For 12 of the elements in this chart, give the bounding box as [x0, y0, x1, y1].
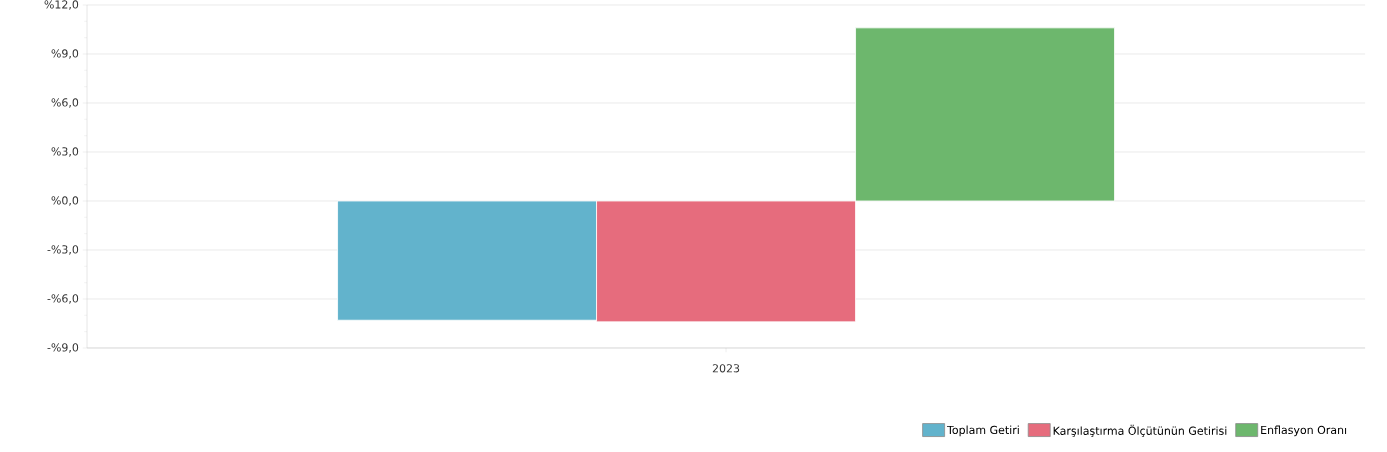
y-tick-label: %9,0 — [51, 49, 79, 59]
y-tick-label: %12,0 — [44, 0, 79, 10]
y-tick-label: -%9,0 — [47, 343, 79, 353]
y-tick-label: %6,0 — [51, 98, 79, 108]
legend-label: Enflasyon Oranı — [1261, 425, 1347, 437]
legend-label: Karşılaştırma Ölçütünün Getirisi — [1053, 424, 1227, 437]
legend-label: Toplam Getiri — [946, 425, 1019, 437]
x-tick-label: 2023 — [712, 364, 740, 373]
y-tick-label: %0,0 — [51, 196, 79, 206]
y-tick-label: %3,0 — [51, 147, 79, 157]
y-tick-label: -%3,0 — [47, 245, 79, 255]
y-tick-label: -%6,0 — [47, 294, 79, 304]
